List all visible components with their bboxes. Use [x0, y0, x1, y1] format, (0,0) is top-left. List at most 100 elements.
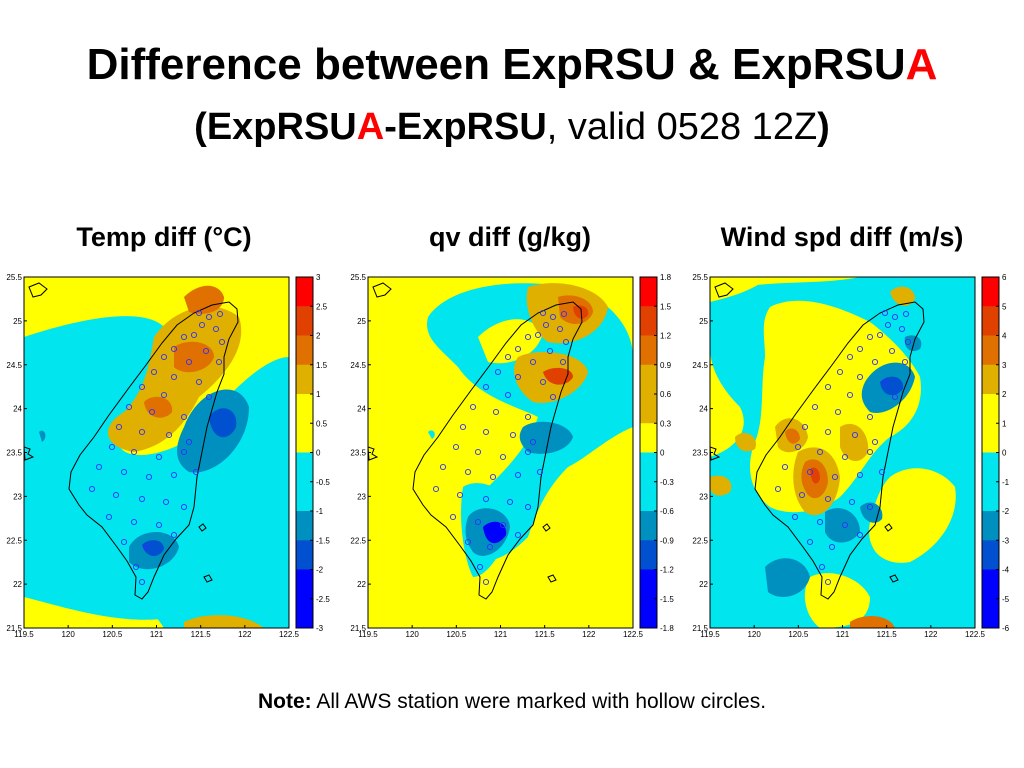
x-tick-label: 121 — [494, 630, 508, 639]
y-tick-label: 22 — [699, 580, 708, 589]
colorbar-swatch — [982, 364, 999, 395]
aws-station-marker — [464, 468, 472, 476]
x-tick-label: 121 — [836, 630, 850, 639]
colorbar-swatch — [640, 364, 657, 395]
x-tick-label: 119.5 — [14, 630, 34, 639]
aws-station-marker — [536, 468, 544, 476]
aws-station-marker — [846, 391, 854, 399]
colorbar-swatch — [640, 394, 657, 424]
contour-region-12 — [735, 432, 756, 452]
aws-station-marker — [108, 443, 116, 451]
aws-station-marker — [801, 423, 809, 431]
aws-station-marker — [866, 413, 874, 421]
contour-region-5 — [890, 286, 915, 306]
aws-station-marker — [125, 403, 133, 411]
aws-station-marker — [170, 471, 178, 479]
aws-station-marker — [539, 309, 547, 317]
aws-station-marker — [120, 468, 128, 476]
colorbar-tick-label: -2 — [316, 566, 324, 575]
aws-station-marker — [162, 498, 170, 506]
contour-region-0 — [427, 283, 633, 561]
aws-station-marker — [130, 448, 138, 456]
panel-title-temp: Temp diff (°C) — [76, 222, 252, 252]
colorbar-tick-label: -1.5 — [660, 595, 674, 604]
aws-station-marker — [781, 463, 789, 471]
x-tick-label: 120 — [405, 630, 419, 639]
aws-station-marker — [881, 309, 889, 317]
aws-station-marker — [562, 338, 570, 346]
y-tick-label: 22.5 — [6, 536, 22, 545]
colorbar-tick-label: 1 — [1002, 419, 1007, 428]
subtitle-red-letter: A — [356, 106, 385, 148]
aws-station-marker — [132, 563, 140, 571]
aws-station-marker — [506, 498, 514, 506]
aws-station-marker — [549, 313, 557, 321]
colorbar-swatch — [640, 598, 657, 629]
y-tick-label: 24 — [699, 405, 708, 414]
green-island-outline — [542, 523, 551, 532]
aws-station-marker — [165, 431, 173, 439]
x-tick-label: 121.5 — [535, 630, 556, 639]
aws-station-marker — [878, 468, 886, 476]
contour-region-3 — [869, 468, 956, 563]
colorbar-tick-label: 0 — [316, 449, 321, 458]
contour-region-5 — [144, 396, 173, 418]
panel-title-qv: qv diff (g/kg) — [429, 222, 591, 252]
y-tick-label: 21.5 — [6, 624, 22, 633]
taiwan-coastline — [68, 301, 239, 600]
aws-station-marker — [192, 468, 200, 476]
contour-region-14 — [880, 376, 904, 396]
contour-region-6 — [177, 389, 249, 473]
colorbar-swatch — [982, 481, 999, 512]
contour-region-7 — [519, 421, 573, 454]
map-plot-area — [23, 276, 290, 629]
aws-station-marker — [524, 448, 532, 456]
contour-region-10 — [483, 521, 507, 544]
colorbar-tick-label: 2 — [316, 332, 321, 341]
colorbar-tick-label: -1.2 — [660, 566, 674, 575]
y-tick-label: 23 — [699, 492, 708, 501]
aws-station-marker — [524, 503, 532, 511]
panel-title-wind: Wind spd diff (m/s) — [720, 222, 964, 252]
aws-station-marker — [824, 383, 832, 391]
aws-station-marker — [811, 403, 819, 411]
colorbar-swatch — [296, 540, 313, 570]
mainland-coast-outline — [28, 282, 48, 298]
aws-station-marker — [828, 543, 836, 551]
aws-station-marker — [546, 347, 554, 355]
aws-station-marker — [452, 443, 460, 451]
colorbar-tick-label: -1.8 — [660, 624, 674, 633]
colorbar-tick-label: -1 — [1002, 478, 1010, 487]
aws-station-marker — [871, 358, 879, 366]
y-tick-label: 21.5 — [350, 624, 366, 633]
aws-station-marker — [514, 531, 522, 539]
colorbar-swatch — [640, 423, 657, 453]
contour-region-15 — [765, 558, 810, 597]
slide-title: Difference between ExpRSU & ExpRSUA — [0, 38, 1024, 92]
aws-station-marker — [856, 471, 864, 479]
y-tick-label: 24 — [13, 405, 22, 414]
aws-station-marker — [504, 391, 512, 399]
aws-station-marker — [499, 521, 507, 529]
aws-station-marker — [524, 413, 532, 421]
green-island-outline — [884, 523, 893, 532]
aws-station-marker — [115, 423, 123, 431]
y-tick-label: 25.5 — [692, 273, 708, 282]
aws-station-marker — [891, 313, 899, 321]
y-tick-label: 25.5 — [6, 273, 22, 282]
colorbar-swatch — [296, 423, 313, 453]
contour-region-9 — [142, 540, 164, 557]
contour-region-11 — [428, 430, 435, 439]
y-tick-label: 24.5 — [692, 361, 708, 370]
colorbar-tick-label: -5 — [1002, 595, 1010, 604]
colorbar-tick-label: -2.5 — [316, 595, 330, 604]
colorbar-swatch — [982, 598, 999, 629]
colorbar-tick-label: 0.3 — [660, 419, 672, 428]
contour-region-20 — [710, 475, 732, 496]
aws-station-marker — [791, 513, 799, 521]
colorbar-swatch — [640, 569, 657, 600]
aws-station-marker — [514, 373, 522, 381]
aws-station-marker — [180, 333, 188, 341]
colorbar-tick-label: 0.6 — [660, 390, 672, 399]
aws-station-marker — [904, 338, 912, 346]
